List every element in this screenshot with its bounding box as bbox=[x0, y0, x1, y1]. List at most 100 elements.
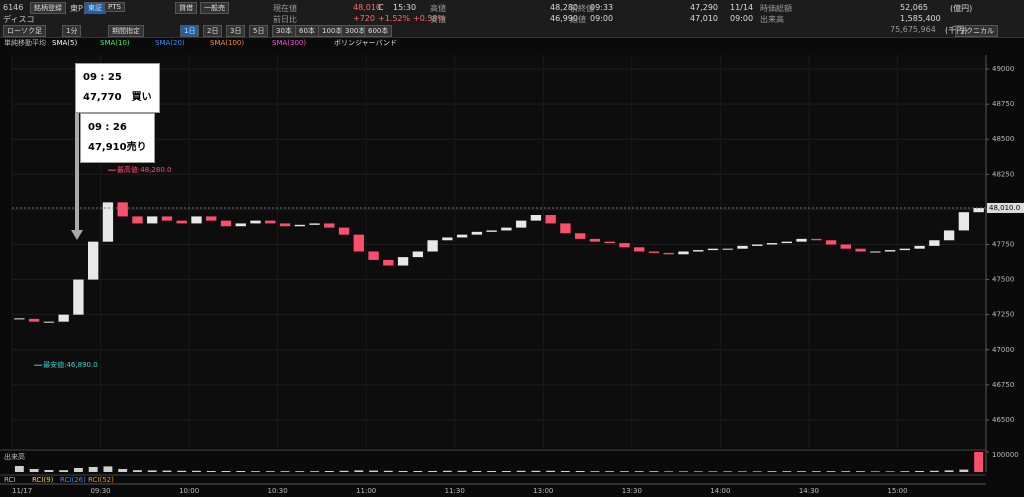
volume-bar bbox=[738, 471, 747, 472]
indicator-label: SMA(20) bbox=[155, 39, 185, 47]
quote-text: 時価総額 bbox=[760, 4, 792, 13]
candle bbox=[397, 257, 409, 266]
volume-bar bbox=[944, 470, 954, 472]
x-tick-label: 13:00 bbox=[533, 487, 553, 495]
button[interactable]: 一般売 bbox=[200, 2, 229, 14]
volume-bar bbox=[708, 471, 718, 472]
quote-text: 09:00 bbox=[590, 14, 614, 23]
volume-bar bbox=[634, 471, 644, 472]
quote-text: 始値 bbox=[570, 15, 586, 24]
button[interactable]: 銘柄登録 bbox=[30, 2, 66, 14]
select[interactable]: 期間指定 bbox=[108, 25, 144, 37]
quote-text: (千円) bbox=[945, 26, 968, 35]
candle bbox=[855, 248, 866, 252]
volume-bar bbox=[915, 471, 925, 472]
candle bbox=[220, 220, 232, 227]
candle bbox=[575, 233, 586, 239]
stock-name: ディスコ bbox=[3, 15, 35, 24]
select[interactable]: 1分 bbox=[62, 25, 82, 37]
volume-bar bbox=[929, 470, 939, 472]
quote-text: 1,585,400 bbox=[900, 14, 941, 23]
volume-bar bbox=[870, 471, 880, 472]
volume-bar bbox=[457, 470, 467, 472]
quote-text: 48,280 bbox=[550, 3, 578, 12]
candle bbox=[870, 251, 881, 253]
volume-bar bbox=[133, 470, 142, 472]
candle bbox=[102, 202, 114, 242]
volume-bar bbox=[693, 471, 703, 472]
low-label: 最安値:46,890.0 bbox=[43, 360, 98, 369]
y-tick-label: 48250 bbox=[992, 170, 1014, 178]
volume-bar bbox=[590, 471, 600, 472]
candle bbox=[678, 251, 689, 255]
volume-bar bbox=[369, 470, 378, 472]
candle bbox=[958, 212, 970, 231]
y-tick-label: 48500 bbox=[992, 135, 1014, 143]
period-button[interactable]: 600本 bbox=[364, 25, 393, 37]
quote-text: 11/14 bbox=[730, 3, 754, 12]
volume-bar bbox=[442, 470, 452, 472]
period-button[interactable]: 1日 bbox=[180, 25, 200, 37]
volume-bar bbox=[752, 471, 762, 472]
volume-bar bbox=[841, 471, 851, 472]
volume-bar bbox=[531, 470, 541, 472]
period-button[interactable]: 5日 bbox=[249, 25, 269, 37]
candle bbox=[161, 216, 173, 221]
oscillator-label: RCI(26) bbox=[60, 476, 86, 484]
candle bbox=[279, 223, 291, 227]
candle bbox=[88, 241, 99, 280]
trade-text: 47,910売り bbox=[88, 142, 147, 153]
candle bbox=[117, 202, 128, 217]
volume-bar bbox=[29, 469, 39, 472]
volume-bar bbox=[856, 471, 865, 472]
x-tick-label: 09:30 bbox=[90, 487, 110, 495]
candle bbox=[456, 234, 468, 238]
candle bbox=[383, 259, 394, 266]
volume-bar bbox=[221, 471, 231, 472]
candle bbox=[250, 220, 261, 224]
volume-bar bbox=[118, 469, 128, 472]
candle bbox=[368, 251, 379, 260]
volume-bar bbox=[472, 471, 482, 472]
candle bbox=[501, 227, 512, 231]
candle bbox=[737, 245, 748, 249]
indicator-label: SMA(5) bbox=[52, 39, 77, 47]
trade-time: 09 : 26 bbox=[88, 122, 127, 133]
volume-bar bbox=[575, 471, 585, 472]
volume-bar bbox=[959, 469, 969, 472]
trade-note: 09 : 25 47,770 買い bbox=[75, 63, 160, 113]
x-tick-label: 13:30 bbox=[622, 487, 642, 495]
x-tick-label: 11:00 bbox=[356, 487, 376, 495]
high-label: 最高値:48,280.0 bbox=[117, 165, 172, 174]
candle bbox=[545, 215, 556, 224]
select[interactable]: ローソク足 bbox=[3, 25, 46, 37]
period-button[interactable]: 2日 bbox=[203, 25, 223, 37]
volume-bar bbox=[428, 471, 438, 472]
x-tick-label: 10:30 bbox=[268, 487, 288, 495]
period-button[interactable]: 100本 bbox=[318, 25, 347, 37]
volume-bar bbox=[605, 471, 615, 472]
button[interactable]: 貸借 bbox=[175, 2, 197, 14]
x-tick-label: 11/17 bbox=[12, 487, 32, 495]
button[interactable]: PTS bbox=[104, 2, 125, 12]
volume-bar bbox=[14, 466, 24, 472]
candle bbox=[515, 220, 527, 228]
candle bbox=[929, 240, 940, 246]
candle bbox=[722, 248, 733, 250]
volume-bar bbox=[59, 470, 69, 472]
volume-bar bbox=[620, 471, 629, 472]
volume-label: 出来高 bbox=[4, 452, 25, 461]
candle bbox=[693, 250, 704, 252]
period-button[interactable]: 300本 bbox=[341, 25, 370, 37]
period-button[interactable]: 30本 bbox=[272, 25, 296, 37]
indicator-label: SMA(10) bbox=[100, 39, 130, 47]
candle bbox=[752, 244, 763, 246]
indicator-label: SMA(300) bbox=[272, 39, 306, 47]
tab[interactable]: テクニカル bbox=[955, 25, 998, 37]
candle bbox=[973, 207, 984, 213]
candle bbox=[899, 248, 910, 251]
candle bbox=[663, 252, 674, 255]
quote-text: 現在値 bbox=[273, 4, 297, 13]
period-button[interactable]: 3日 bbox=[226, 25, 246, 37]
volume-bar bbox=[280, 471, 290, 472]
